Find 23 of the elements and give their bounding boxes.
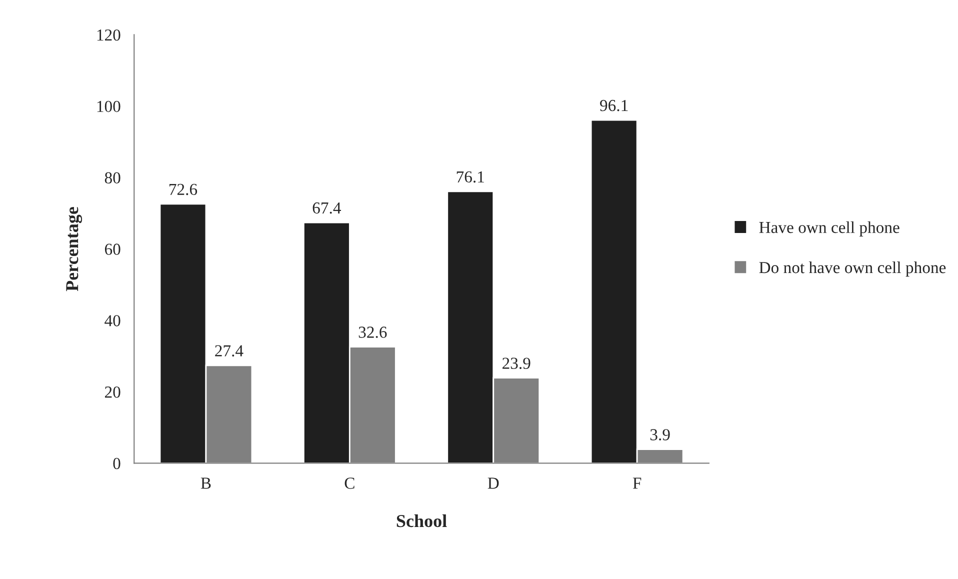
y-tick-label: 0 <box>113 458 120 470</box>
data-label: 76.1 <box>456 171 484 183</box>
legend-label: Have own cell phone <box>759 221 900 236</box>
data-label: 23.9 <box>502 358 530 369</box>
x-tick-label: B <box>200 478 211 489</box>
x-tick-label: D <box>488 478 499 489</box>
data-label: 72.6 <box>169 184 198 196</box>
x-tick-label: F <box>632 478 642 489</box>
y-tick-label: 80 <box>104 172 120 184</box>
data-label: 67.4 <box>312 202 341 214</box>
legend-label: Do not have own cell phone <box>759 261 946 277</box>
y-axis-title: Percentage <box>66 206 82 292</box>
data-label: 27.4 <box>215 345 244 356</box>
y-tick-label: 20 <box>104 386 120 398</box>
x-axis-title: School <box>396 514 447 528</box>
data-label: 3.9 <box>650 429 670 440</box>
x-tick-label: C <box>344 478 354 489</box>
data-label: 32.6 <box>358 326 387 338</box>
y-tick-label: 40 <box>104 315 120 326</box>
y-tick-label: 100 <box>97 100 120 112</box>
y-tick-label: 120 <box>97 29 120 41</box>
y-tick-label: 60 <box>104 244 120 255</box>
data-label: 96.1 <box>600 100 628 112</box>
